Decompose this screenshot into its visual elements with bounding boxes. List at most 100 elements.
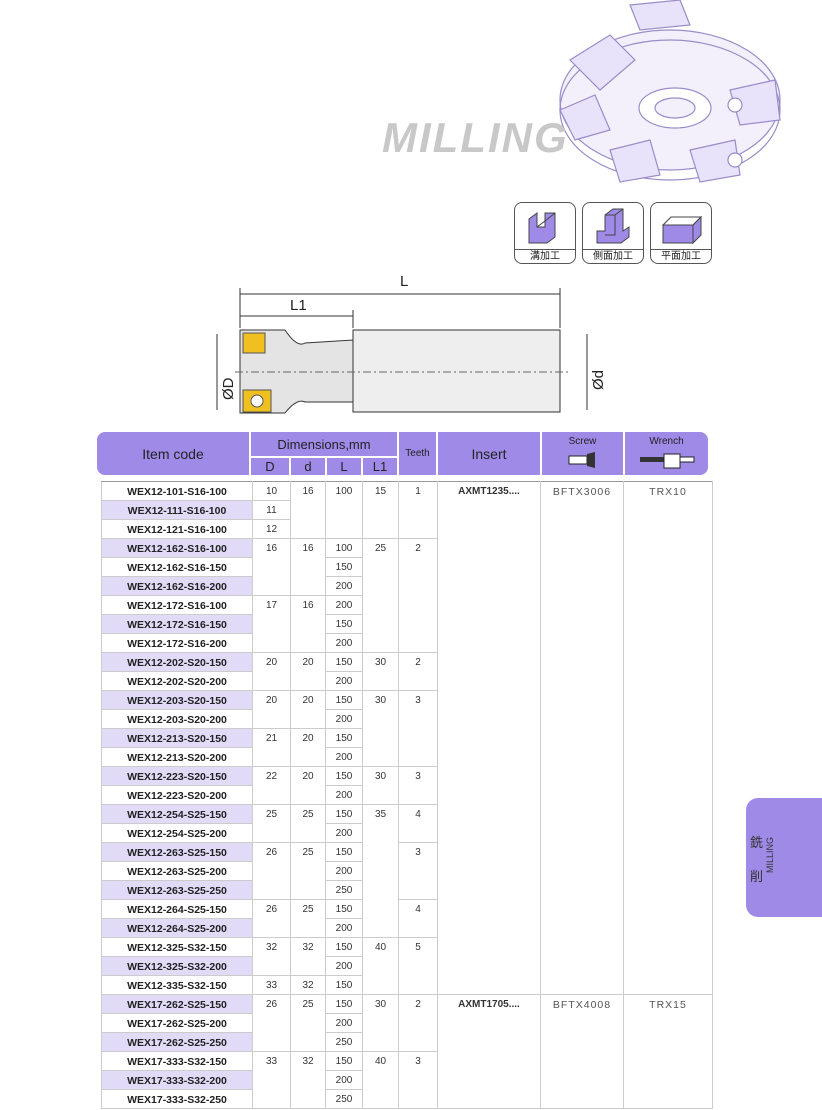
header-d: d (304, 459, 312, 474)
item-code-cell: WEX12-172-S16-200 (101, 633, 253, 653)
item-code-cell: WEX12-263-S25-150 (101, 842, 253, 862)
d-cell: 22 (252, 766, 291, 805)
table-row: WEX12-263-S25-150 26 25 150 3 (101, 842, 713, 900)
table-row: WEX12-203-S20-200 200 (101, 709, 713, 729)
l-cell: 200 (325, 918, 363, 938)
table-row: WEX12-325-S32-200 200 (101, 956, 713, 976)
l-cell: 200 (325, 671, 363, 691)
l1-cell: 30 (362, 652, 399, 691)
table-row: WEX12-264-S25-200 200 (101, 918, 713, 938)
d-cell: 32 (252, 937, 291, 976)
table-row: WEX12-264-S25-150 26 25 150 4 (101, 899, 713, 938)
table-row: WEX17-333-S32-250 250 (101, 1089, 713, 1109)
table-row: WEX17-262-S25-150 26 25 150 30 2 AXMT1705.... B… (101, 994, 713, 1109)
l-cell: 200 (325, 823, 363, 843)
d-cell: 10 (252, 481, 291, 501)
item-code-cell: WEX12-101-S16-100 (101, 481, 253, 501)
insert-cell: AXMT1705.... (437, 994, 541, 1109)
teeth-cell: 5 (398, 937, 438, 995)
l1-cell: 40 (362, 1051, 399, 1109)
item-code-cell: WEX12-162-S16-100 (101, 538, 253, 558)
l-cell: 200 (325, 576, 363, 596)
l-cell: 150 (325, 1051, 363, 1071)
d-cell: 20 (290, 766, 326, 805)
d-cell: 26 (252, 842, 291, 900)
item-code-cell: WEX17-333-S32-200 (101, 1070, 253, 1090)
teeth-cell: 3 (398, 1051, 438, 1109)
item-code-cell: WEX12-325-S32-200 (101, 956, 253, 976)
tab-en: MILLING (765, 837, 775, 874)
item-code-cell: WEX12-264-S25-150 (101, 899, 253, 919)
item-code-cell: WEX12-223-S20-200 (101, 785, 253, 805)
section-tab-milling[interactable]: 銑 削 MILLING (746, 798, 822, 917)
item-code-cell: WEX17-262-S25-250 (101, 1032, 253, 1052)
d-cell: 16 (290, 595, 326, 653)
d-cell: 11 (252, 500, 291, 520)
table-header: Item code Dimensions,mm D d L L1 Teeth I… (97, 432, 708, 475)
table-row: WEX12-325-S32-150 32 32 150 40 5 (101, 937, 713, 995)
item-code-cell: WEX12-335-S32-150 (101, 975, 253, 995)
d-cell: 25 (252, 804, 291, 843)
operation-label: 溝加工 (515, 249, 575, 263)
item-code-cell: WEX12-162-S16-200 (101, 576, 253, 596)
teeth-cell: 2 (398, 994, 438, 1052)
face-milling-icon (661, 215, 703, 245)
l-cell: 250 (325, 880, 363, 900)
l-cell: 250 (325, 1032, 363, 1052)
d-cell: 25 (290, 804, 326, 843)
item-code-cell: WEX12-121-S16-100 (101, 519, 253, 539)
item-code-cell: WEX12-202-S20-200 (101, 671, 253, 691)
wrench-cell: TRX10 (623, 481, 713, 995)
item-code-cell: WEX12-213-S20-150 (101, 728, 253, 748)
d-cell: 17 (252, 595, 291, 653)
l-cell: 100 (325, 538, 363, 558)
d-cell: 20 (290, 690, 326, 729)
d-cell: 33 (252, 1051, 291, 1109)
l-cell: 200 (325, 861, 363, 881)
l-cell: 200 (325, 1070, 363, 1090)
l-cell: 150 (325, 899, 363, 919)
teeth-cell: 2 (398, 538, 438, 653)
table-row: WEX12-223-S20-150 22 20 150 30 3 (101, 766, 713, 805)
d-cell: 25 (290, 899, 326, 938)
l1-cell: 30 (362, 690, 399, 767)
item-code-cell: WEX17-262-S25-150 (101, 994, 253, 1014)
l-cell: 250 (325, 1089, 363, 1109)
d-cell: 20 (290, 652, 326, 691)
table-row: WEX12-335-S32-150 33 32 150 (101, 975, 713, 995)
table-row: WEX12-172-S16-150 150 (101, 614, 713, 634)
table-row: WEX12-263-S25-200 200 (101, 861, 713, 881)
table-row: WEX12-263-S25-250 250 (101, 880, 713, 900)
tab-zh-1: 銑 (750, 835, 764, 850)
d-cell: 32 (290, 1051, 326, 1109)
l-cell: 200 (325, 747, 363, 767)
item-code-cell: WEX12-203-S20-200 (101, 709, 253, 729)
item-code-cell: WEX12-254-S25-150 (101, 804, 253, 824)
table-row: WEX12-162-S16-200 200 (101, 576, 713, 596)
item-code-cell: WEX12-263-S25-250 (101, 880, 253, 900)
slot-milling-icon (528, 212, 556, 244)
side-milling-icon (596, 208, 630, 244)
table-row: WEX12-172-S16-200 200 (101, 633, 713, 653)
header-dimensions: Dimensions,mm (277, 436, 371, 452)
l-cell: 200 (325, 956, 363, 976)
d-cell: 26 (252, 994, 291, 1052)
table-row: WEX12-162-S16-150 150 (101, 557, 713, 577)
table-row: WEX17-262-S25-250 250 (101, 1032, 713, 1052)
item-code-cell: WEX12-254-S25-200 (101, 823, 253, 843)
teeth-cell: 2 (398, 652, 438, 691)
l-cell: 200 (325, 595, 363, 615)
l-cell: 150 (325, 766, 363, 786)
teeth-cell: 4 (398, 804, 438, 843)
operation-slot-milling: 溝加工 (514, 202, 576, 264)
dim-d-label: Ød (590, 370, 605, 390)
item-code-cell: WEX12-263-S25-200 (101, 861, 253, 881)
item-code-cell: WEX12-223-S20-150 (101, 766, 253, 786)
d-cell: 12 (252, 519, 291, 539)
d-cell: 16 (290, 481, 326, 539)
d-cell: 16 (252, 538, 291, 596)
tool-drawing: L L1 ØD Ød (216, 273, 605, 414)
d-cell: 32 (290, 937, 326, 976)
header-wrench: Wrench (649, 435, 684, 447)
item-code-cell: WEX17-262-S25-200 (101, 1013, 253, 1033)
